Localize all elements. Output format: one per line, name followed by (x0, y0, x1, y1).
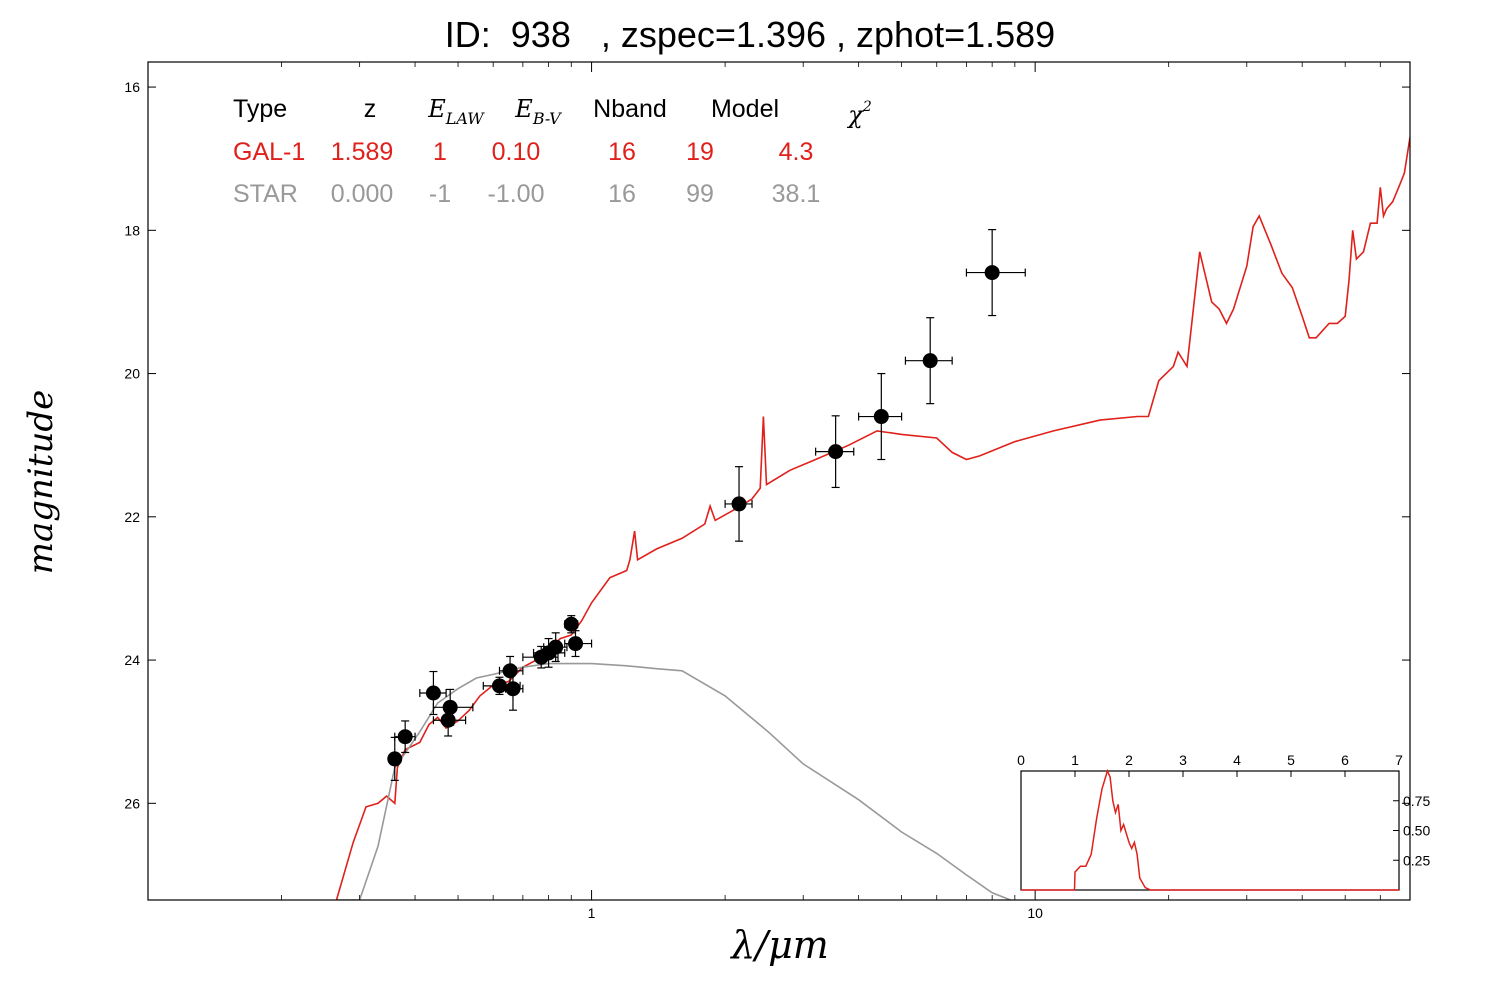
x-tick-label: 10 (1027, 905, 1043, 921)
chart-title: ID: 938 , zspec=1.396 , zphot=1.589 (444, 14, 1056, 55)
inset-x-tick-label: 5 (1287, 752, 1295, 768)
y-axis-label: magnitude (21, 390, 61, 575)
gal-1-model-line (335, 137, 1410, 900)
table-header-elaw: ELAW (427, 95, 485, 128)
y-tick-label: 18 (124, 222, 140, 238)
table-cell: -1.00 (488, 180, 545, 208)
table-header-z: z (364, 95, 377, 123)
fit-table: Type z ELAW EB-V Nband Model χ2 GAL-1 1.589 1 0.10… (233, 95, 872, 208)
table-cell: 0.000 (331, 180, 394, 208)
table-cell: 1 (433, 138, 447, 166)
inset-x-tick-label: 7 (1395, 752, 1403, 768)
table-cell: 4.3 (779, 138, 814, 166)
table-cell: 1.589 (331, 138, 394, 166)
table-header-type: Type (233, 95, 287, 123)
photometry-point (543, 632, 568, 663)
table-header-nband: Nband (593, 95, 667, 123)
inset-frame (1020, 770, 1400, 891)
table-cell: STAR (233, 180, 298, 208)
inset-y-tick-label: 0.75 (1403, 793, 1430, 809)
photometry-point (858, 372, 903, 461)
inset-x-tick-label: 0 (1017, 752, 1025, 768)
inset-y-tick-label: 0.25 (1403, 852, 1430, 868)
photometry-point (904, 317, 953, 405)
table-cell: -1 (429, 180, 451, 208)
photometry-point (504, 666, 524, 711)
table-header-chi2: χ2 (846, 99, 872, 129)
inset-y-tick-label: 0.50 (1403, 823, 1430, 839)
photometry-point (815, 415, 855, 489)
inset-x-tick-label: 6 (1341, 752, 1349, 768)
star-model-line (337, 662, 1011, 900)
photometry-point (965, 229, 1026, 317)
y-tick-label: 22 (124, 509, 140, 525)
inset-x-tick-label: 4 (1233, 752, 1241, 768)
pdz-inset: 0 1 2 3 4 5 6 7 0.25 0.50 0.75 (1017, 752, 1430, 891)
table-header-model: Model (711, 95, 779, 123)
photometry-point (387, 736, 403, 781)
photometry-point (564, 630, 593, 658)
plot-frame (147, 61, 1411, 901)
photometry-layer (387, 229, 1026, 781)
y-tick-label: 20 (124, 366, 140, 382)
inset-x-tick-label: 2 (1125, 752, 1133, 768)
x-tick-label: 1 (588, 905, 596, 921)
x-axis-label: λ/μm (729, 923, 829, 967)
photometry-point (724, 466, 753, 542)
table-cell: 99 (686, 180, 714, 208)
y-tick-label: 26 (124, 795, 140, 811)
table-cell: 16 (608, 138, 636, 166)
photometry-point (394, 720, 416, 754)
photometry-point (432, 703, 467, 737)
y-tick-label: 24 (124, 652, 140, 668)
pdz-line (1021, 768, 1399, 891)
table-cell: 0.10 (492, 138, 541, 166)
table-cell: 19 (686, 138, 714, 166)
series-layer (335, 137, 1410, 900)
table-cell: 38.1 (772, 180, 821, 208)
y-tick-label: 16 (124, 79, 140, 95)
photometry-point (563, 615, 579, 634)
table-cell: GAL-1 (233, 138, 305, 166)
photometry-point (432, 688, 474, 726)
table-cell: 16 (608, 180, 636, 208)
inset-x-tick-label: 3 (1179, 752, 1187, 768)
inset-x-tick-label: 1 (1071, 752, 1079, 768)
table-header-ebv: EB-V (514, 95, 562, 128)
